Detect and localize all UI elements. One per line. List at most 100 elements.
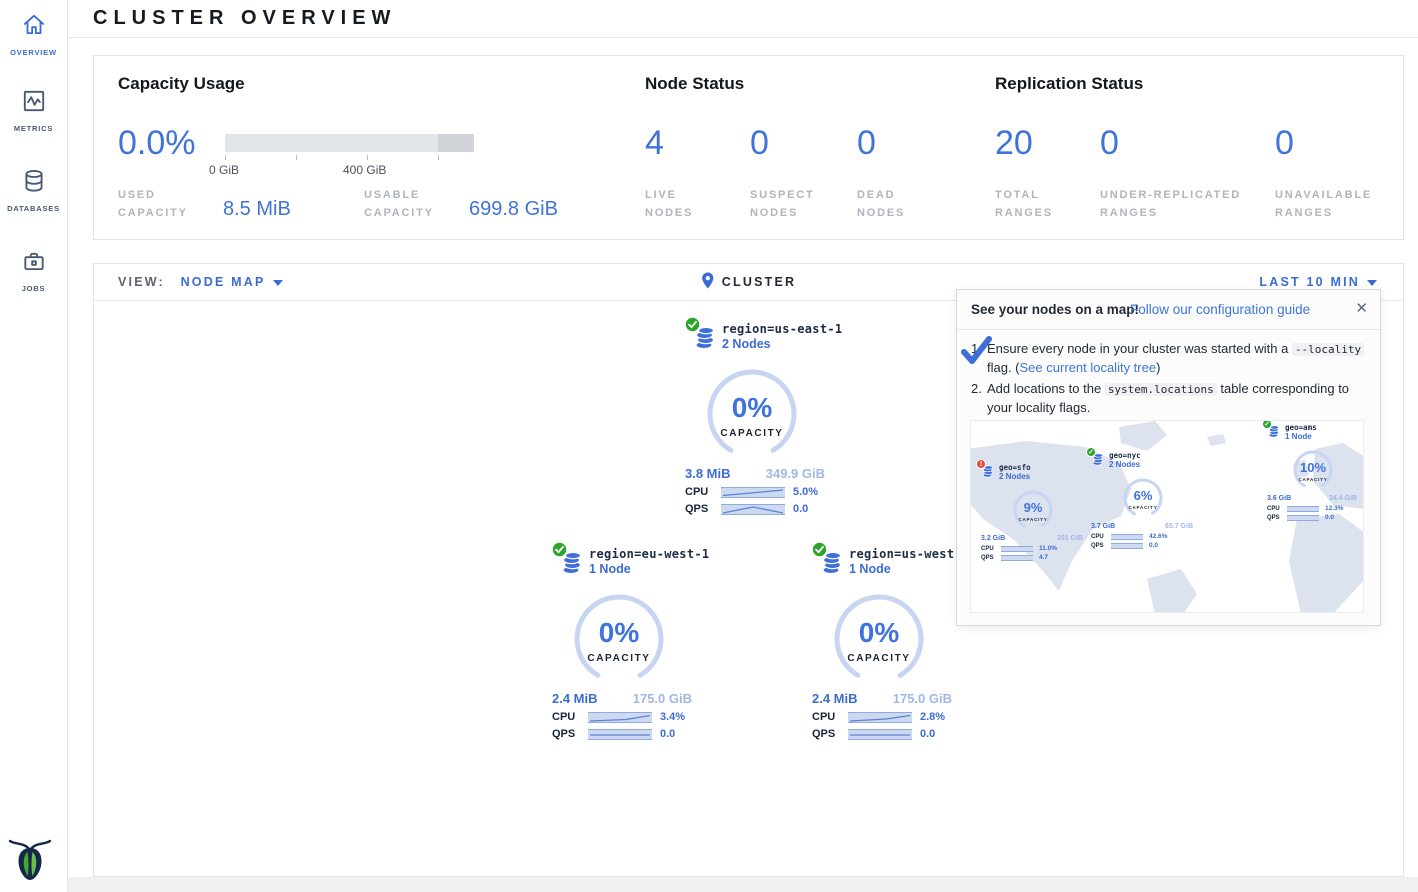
cpu-sparkline [588, 711, 652, 729]
nodes-count: 2 Nodes [1109, 460, 1141, 469]
nodes-count-link[interactable]: 1 Node [589, 562, 631, 576]
cpu-sparkline [848, 711, 912, 729]
map-toolbar: VIEW: NODE MAP CLUSTER LAST 10 MIN [94, 264, 1403, 301]
capacity-usage-title: Capacity Usage [118, 74, 245, 93]
capacity-label: CAPACITY [1018, 517, 1048, 522]
qps-value: 0.0 [1325, 514, 1335, 521]
region-label: region=us-west-1 [849, 547, 970, 561]
live-nodes-value: 4 [645, 124, 664, 162]
capacity-percent: 0% [858, 617, 900, 648]
minimap-card-ams: ✓ geo=ams 1 Node 10% C [1262, 421, 1359, 523]
usable-capacity-value: 699.8 GiB [469, 198, 558, 220]
healthy-check-icon [811, 541, 828, 563]
capacity-used: 3.2 GiB [981, 535, 1006, 542]
metrics-icon [21, 88, 47, 114]
capacity-total: 175.0 GiB [632, 691, 692, 706]
qps-value: 0.0 [660, 728, 676, 740]
qps-label: QPS [552, 728, 576, 740]
cpu-value: 42.6% [1149, 533, 1168, 540]
time-range-selector[interactable]: LAST 10 MIN [1259, 264, 1377, 300]
under-replicated-value: 0 [1100, 124, 1119, 162]
capacity-used: 2.4 MiB [552, 691, 598, 706]
replication-status-title: Replication Status [995, 74, 1144, 93]
stats-panel: Capacity Usage 0.0% 0 GiB 400 GiB USED C… [93, 55, 1404, 240]
minimap-card-nyc: ✓ geo=nyc 2 Nodes 6% C [1086, 447, 1195, 551]
cpu-sparkline [1111, 534, 1143, 540]
total-ranges-value: 20 [995, 124, 1033, 162]
capacity-percent: 0% [598, 617, 640, 648]
suspect-nodes-value: 0 [750, 124, 769, 162]
node-stack-icon [559, 551, 585, 582]
view-selector[interactable]: NODE MAP [181, 275, 283, 289]
node-map-card-eu-west-1: region=eu-west-1 1 Node 0% CAPACITY 2.4 … [539, 541, 709, 746]
page-header: CLUSTER OVERVIEW [68, 0, 1418, 38]
step-done-check-icon [959, 336, 993, 372]
database-icon [21, 168, 47, 194]
cpu-label: CPU [552, 711, 576, 723]
locality-tree-link[interactable]: See current locality tree [1019, 359, 1157, 375]
minimap-card-sfo: ! geo=sfo 2 Nodes 9% C [976, 459, 1085, 563]
chevron-down-icon [272, 279, 283, 286]
capacity-tick-0: 0 GiB [209, 163, 240, 177]
setup-step-1: 1. Ensure every node in your cluster was… [971, 340, 1366, 378]
cpu-label: CPU [1267, 506, 1280, 512]
sidebar: OVERVIEW METRICS DATABASES [0, 0, 68, 892]
capacity-label: CAPACITY [720, 428, 784, 439]
cpu-value: 12.3% [1325, 505, 1344, 512]
qps-sparkline [588, 728, 652, 746]
under-replicated-label: UNDER-REPLICATED RANGES [1100, 189, 1242, 220]
view-label: VIEW: [118, 275, 165, 289]
capacity-label: CAPACITY [847, 653, 911, 664]
node-stack-icon [981, 465, 995, 484]
breadcrumb-cluster[interactable]: CLUSTER [701, 264, 796, 300]
home-icon [21, 12, 47, 38]
system-locations-code: system.locations [1104, 382, 1217, 396]
qps-sparkline [1001, 555, 1033, 561]
cockroachdb-logo [8, 836, 52, 882]
close-icon[interactable]: ✕ [1355, 300, 1368, 317]
nodes-count: 2 Nodes [999, 472, 1031, 481]
node-stack-icon [1267, 425, 1281, 444]
healthy-check-icon [551, 541, 568, 563]
qps-sparkline [1287, 515, 1319, 521]
qps-value: 0.0 [920, 728, 936, 740]
sidebar-item-overview[interactable]: OVERVIEW [0, 12, 67, 60]
capacity-label: CAPACITY [587, 653, 651, 664]
cpu-value: 2.8% [920, 711, 946, 723]
qps-label: QPS [1267, 515, 1280, 521]
page-bottom-strip [68, 877, 1418, 892]
capacity-bar [225, 134, 474, 152]
configuration-guide-link[interactable]: Follow our configuration guide [1130, 302, 1311, 317]
sidebar-item-metrics[interactable]: METRICS [0, 88, 67, 136]
qps-value: 4.7 [1039, 554, 1049, 561]
capacity-used: 2.4 MiB [812, 691, 858, 706]
cpu-value: 5.0% [793, 486, 819, 498]
cpu-sparkline [1001, 546, 1033, 552]
capacity-label: CAPACITY [1128, 505, 1158, 510]
sidebar-item-label: DATABASES [7, 204, 60, 213]
capacity-axis-ticks [225, 155, 474, 161]
geo-label: geo=ams [1285, 423, 1317, 432]
capacity-used-percent: 0.0% [118, 124, 196, 162]
qps-sparkline [848, 728, 912, 746]
capacity-total: 351 GiB [1056, 535, 1083, 542]
sidebar-item-databases[interactable]: DATABASES [0, 168, 67, 216]
capacity-used: 3.6 GiB [1267, 495, 1292, 502]
node-map-preview-image: ! geo=sfo 2 Nodes 9% C [970, 420, 1364, 613]
node-map-card-us-east-1: region=us-east-1 2 Nodes 0% CAPACITY 3.8… [672, 316, 842, 521]
nodes-count-link[interactable]: 2 Nodes [722, 337, 771, 351]
healthy-check-icon: ✓ [1262, 421, 1272, 429]
nodes-count-link[interactable]: 1 Node [849, 562, 891, 576]
capacity-gauge: 0% CAPACITY [539, 591, 699, 689]
sidebar-item-jobs[interactable]: JOBS [0, 248, 67, 296]
dead-nodes-label: DEAD NODES [857, 189, 906, 220]
cpu-value: 11.0% [1039, 545, 1058, 552]
qps-sparkline [721, 503, 785, 521]
capacity-used: 3.8 MiB [685, 466, 731, 481]
region-label: region=eu-west-1 [589, 547, 710, 561]
sidebar-item-label: JOBS [21, 284, 46, 293]
cpu-label: CPU [1091, 534, 1104, 540]
capacity-total: 349.9 GiB [765, 466, 825, 481]
sidebar-item-label: METRICS [13, 124, 54, 133]
